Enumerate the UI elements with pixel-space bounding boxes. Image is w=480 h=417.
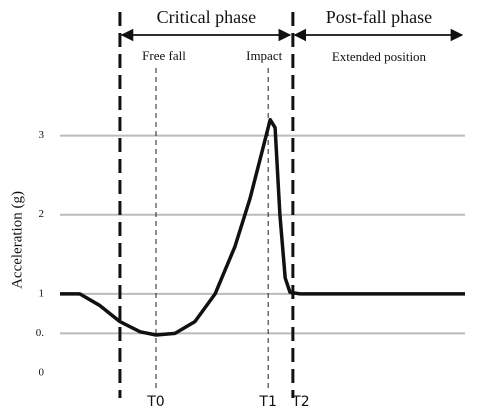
time-marker-label: T2 xyxy=(291,394,309,410)
time-marker-label: T1 xyxy=(258,394,276,410)
y-tick-label: 1 xyxy=(39,287,45,299)
phase-label: Post-fall phase xyxy=(326,7,432,27)
event-label: Free fall xyxy=(142,48,186,63)
y-axis-label: Acceleration (g) xyxy=(9,191,25,289)
event-label: Impact xyxy=(246,48,282,63)
y-tick-label: 0 xyxy=(39,367,45,379)
phase-label: Critical phase xyxy=(157,7,256,27)
y-tick-label: 2 xyxy=(39,208,45,220)
data-line xyxy=(60,117,465,337)
phase-note: Extended position xyxy=(332,49,427,64)
time-marker-label: T0 xyxy=(146,394,164,410)
y-tick-label: 3 xyxy=(39,129,45,141)
y-tick-label: 0. xyxy=(36,327,45,339)
